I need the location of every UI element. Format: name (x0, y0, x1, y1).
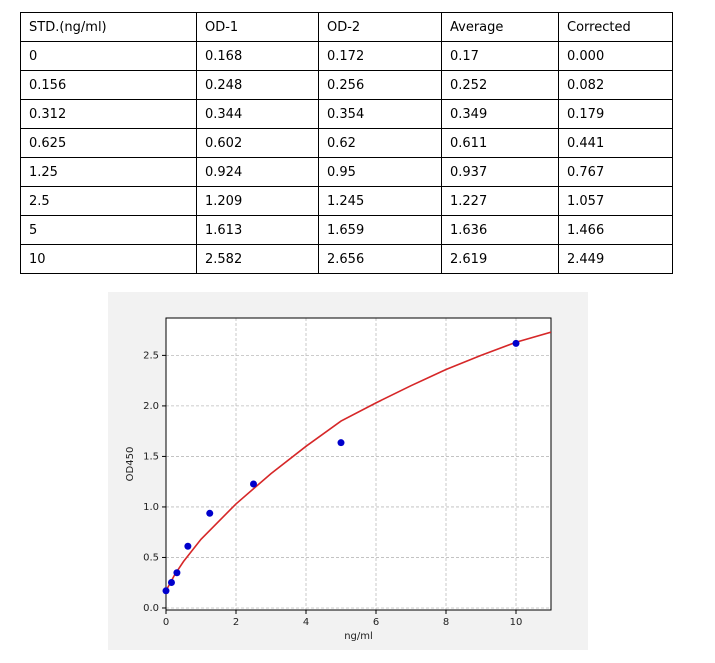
table-cell: 0.937 (441, 157, 559, 187)
data-point (250, 480, 257, 488)
x-tick-label: 4 (303, 617, 309, 628)
x-tick-label: 10 (510, 617, 523, 628)
y-tick-label: 1.0 (143, 502, 159, 513)
table-cell: 2.582 (196, 244, 319, 274)
table-cell: 0.354 (318, 99, 442, 129)
table-cell: 0.252 (441, 70, 559, 100)
data-table: STD.(ng/ml) OD-1 OD-2 Average Corrected 0 0.16… (20, 12, 673, 274)
fit-curve (166, 331, 551, 592)
table-cell: 1.659 (318, 215, 442, 245)
x-tick-label: 2 (233, 617, 239, 628)
header-row: STD.(ng/ml) OD-1 OD-2 Average Corrected (20, 12, 673, 42)
table-cell: 0.924 (196, 157, 319, 187)
table-cell: 2.619 (441, 244, 559, 274)
table-cell: 2.449 (558, 244, 673, 274)
table-cell: 1.466 (558, 215, 673, 245)
y-tick-label: 2.0 (143, 401, 159, 412)
data-point (206, 509, 214, 517)
table-cell: OD-1 (196, 12, 319, 42)
table-row: 0.312 0.344 0.354 0.349 0.179 (20, 99, 673, 129)
table-row: 10 2.582 2.656 2.619 2.449 (20, 244, 673, 274)
table-cell: 0.256 (318, 70, 442, 100)
table-cell: 2.5 (20, 186, 197, 216)
y-tick-label: 0.0 (143, 603, 159, 614)
table-cell: Average (441, 12, 559, 42)
plot-frame (165, 317, 552, 611)
plot-area (166, 318, 551, 610)
table-cell: 0.602 (196, 128, 319, 158)
table-cell: Corrected (558, 12, 673, 42)
table-cell: 10 (20, 244, 197, 274)
data-point (173, 569, 181, 577)
y-tick-label: 0.5 (143, 552, 159, 563)
y-axis-label: OD450 (125, 447, 136, 482)
table-cell: 0.168 (196, 41, 319, 71)
table-row: 0 0.168 0.172 0.17 0.000 (20, 41, 673, 71)
x-tick-label: 6 (373, 617, 379, 628)
table-cell: 2.656 (318, 244, 442, 274)
data-point (184, 542, 192, 550)
table-cell: 0.312 (20, 99, 197, 129)
x-tick-label: 0 (163, 617, 169, 628)
table-cell: 0.349 (441, 99, 559, 129)
table-cell: STD.(ng/ml) (20, 12, 197, 42)
table-cell: 1.057 (558, 186, 673, 216)
table-cell: 0.611 (441, 128, 559, 158)
x-axis-label: ng/ml (344, 631, 373, 642)
y-tick-label: 2.5 (143, 350, 159, 361)
data-point (512, 339, 520, 347)
data-point (167, 579, 175, 587)
data-point (337, 439, 345, 447)
table-cell: 0.172 (318, 41, 442, 71)
y-tick-label: 1.5 (143, 451, 159, 462)
data-point (162, 587, 170, 595)
x-tick-label: 8 (443, 617, 449, 628)
table-row: 5 1.613 1.659 1.636 1.466 (20, 215, 673, 245)
table-cell: 0.767 (558, 157, 673, 187)
